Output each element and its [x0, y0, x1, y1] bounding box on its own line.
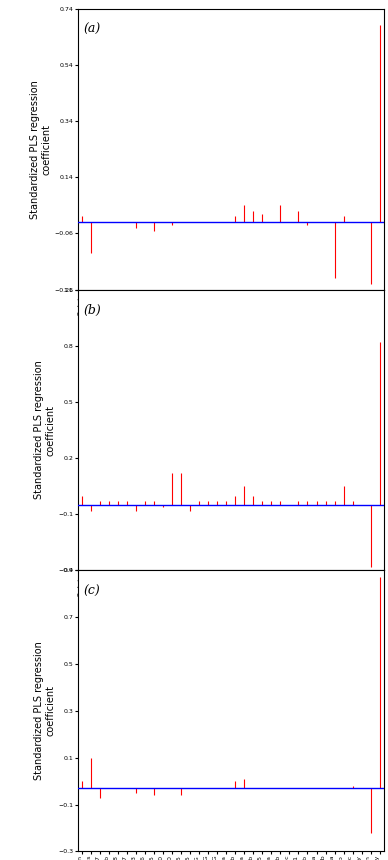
Text: (b): (b)	[84, 304, 102, 316]
Y-axis label: Standardized PLS regression
coefficient: Standardized PLS regression coefficient	[30, 80, 52, 218]
Y-axis label: Standardized PLS regression
coefficient: Standardized PLS regression coefficient	[34, 642, 55, 780]
Y-axis label: Standardized PLS regression
coefficient: Standardized PLS regression coefficient	[34, 360, 55, 500]
Text: (c): (c)	[84, 585, 100, 598]
Text: (a): (a)	[84, 22, 101, 35]
